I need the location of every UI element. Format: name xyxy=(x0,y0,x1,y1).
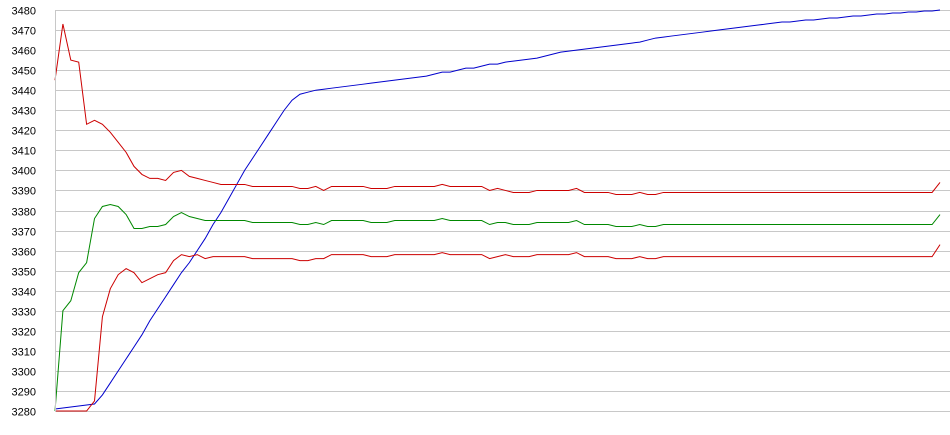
y-tick-label: 3470 xyxy=(12,26,36,38)
y-tick-label: 3290 xyxy=(12,387,36,399)
y-tick-label: 3440 xyxy=(12,86,36,98)
y-tick-label: 3280 xyxy=(12,407,36,419)
y-tick-label: 3330 xyxy=(12,307,36,319)
y-tick-label: 3480 xyxy=(12,6,36,18)
series-lines xyxy=(54,9,941,412)
y-tick-label: 3320 xyxy=(12,327,36,339)
gridlines xyxy=(55,10,950,412)
y-tick-label: 3360 xyxy=(12,247,36,259)
series-line-4 xyxy=(55,244,941,412)
y-tick-label: 3310 xyxy=(12,347,36,359)
y-tick-label: 3430 xyxy=(12,106,36,118)
y-tick-label: 3300 xyxy=(12,367,36,379)
y-tick-label: 3420 xyxy=(12,126,36,138)
y-tick-label: 3380 xyxy=(12,207,36,219)
y-tick-label: 3370 xyxy=(12,227,36,239)
y-tick-label: 3350 xyxy=(12,267,36,279)
series-line-2 xyxy=(54,23,941,195)
y-tick-label: 3450 xyxy=(12,66,36,78)
y-tick-label: 3400 xyxy=(12,166,36,178)
y-axis-tick-labels: 3280 3290 3300 3310 3320 3330 3340 3350 3360 3370… xyxy=(12,6,36,419)
y-tick-label: 3460 xyxy=(12,46,36,58)
y-tick-label: 3410 xyxy=(12,146,36,158)
series-line-1 xyxy=(54,9,941,410)
series-line-3 xyxy=(54,203,941,412)
y-tick-label: 3390 xyxy=(12,186,36,198)
y-tick-label: 3340 xyxy=(12,287,36,299)
